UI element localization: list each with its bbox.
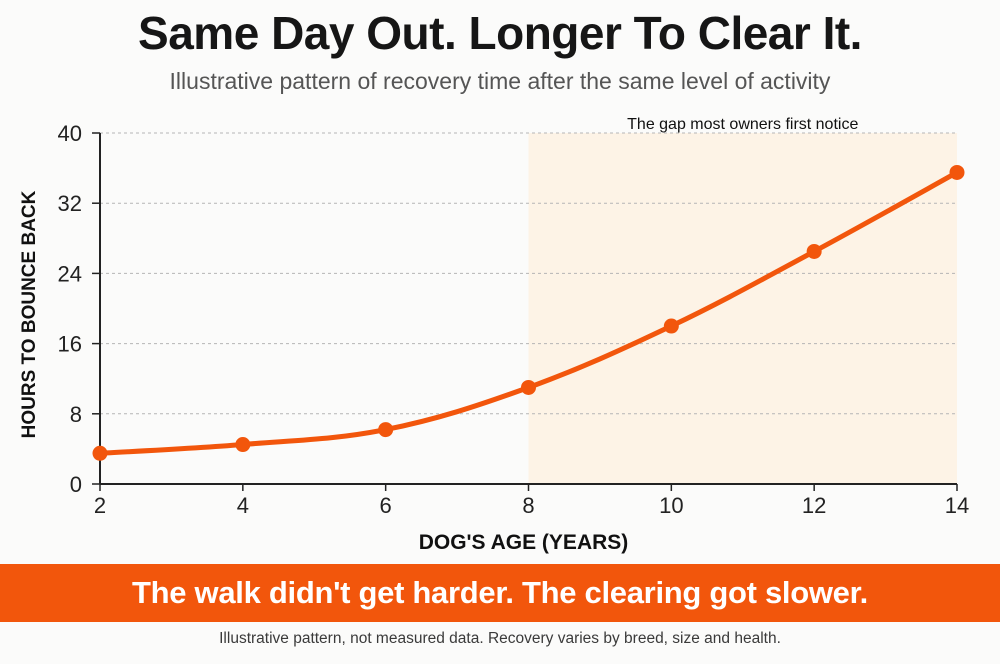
- x-tick-label: 12: [802, 493, 826, 518]
- y-tick-label: 40: [58, 121, 82, 146]
- x-tick-label: 10: [659, 493, 683, 518]
- takeaway-banner: The walk didn't get harder. The clearing…: [0, 564, 1000, 622]
- y-tick-label: 24: [58, 261, 82, 286]
- data-point: [663, 318, 679, 334]
- highlight-label: The gap most owners first notice: [627, 116, 858, 133]
- data-point: [235, 437, 251, 453]
- data-point: [806, 243, 822, 259]
- highlight-region: [528, 133, 957, 484]
- y-tick-label: 0: [70, 472, 82, 497]
- y-tick-label: 32: [58, 191, 82, 216]
- x-tick-label: 4: [237, 493, 249, 518]
- data-point: [521, 379, 536, 395]
- y-tick-label: 8: [70, 402, 82, 427]
- y-tick-label: 16: [58, 332, 82, 357]
- data-point: [378, 422, 394, 438]
- chart-title: Same Day Out. Longer To Clear It.: [138, 7, 862, 59]
- data-point: [92, 445, 108, 461]
- x-tick-label: 8: [522, 493, 534, 518]
- x-tick-label: 6: [380, 493, 392, 518]
- data-point: [949, 164, 965, 180]
- x-tick-label: 2: [94, 493, 106, 518]
- chart-subtitle: Illustrative pattern of recovery time af…: [169, 68, 831, 94]
- y-axis-label: HOURS TO BOUNCE BACK: [19, 190, 40, 438]
- x-tick-label: 14: [945, 493, 969, 518]
- footnote: Illustrative pattern, not measured data.…: [219, 630, 781, 647]
- x-axis-label: DOG'S AGE (YEARS): [419, 531, 629, 554]
